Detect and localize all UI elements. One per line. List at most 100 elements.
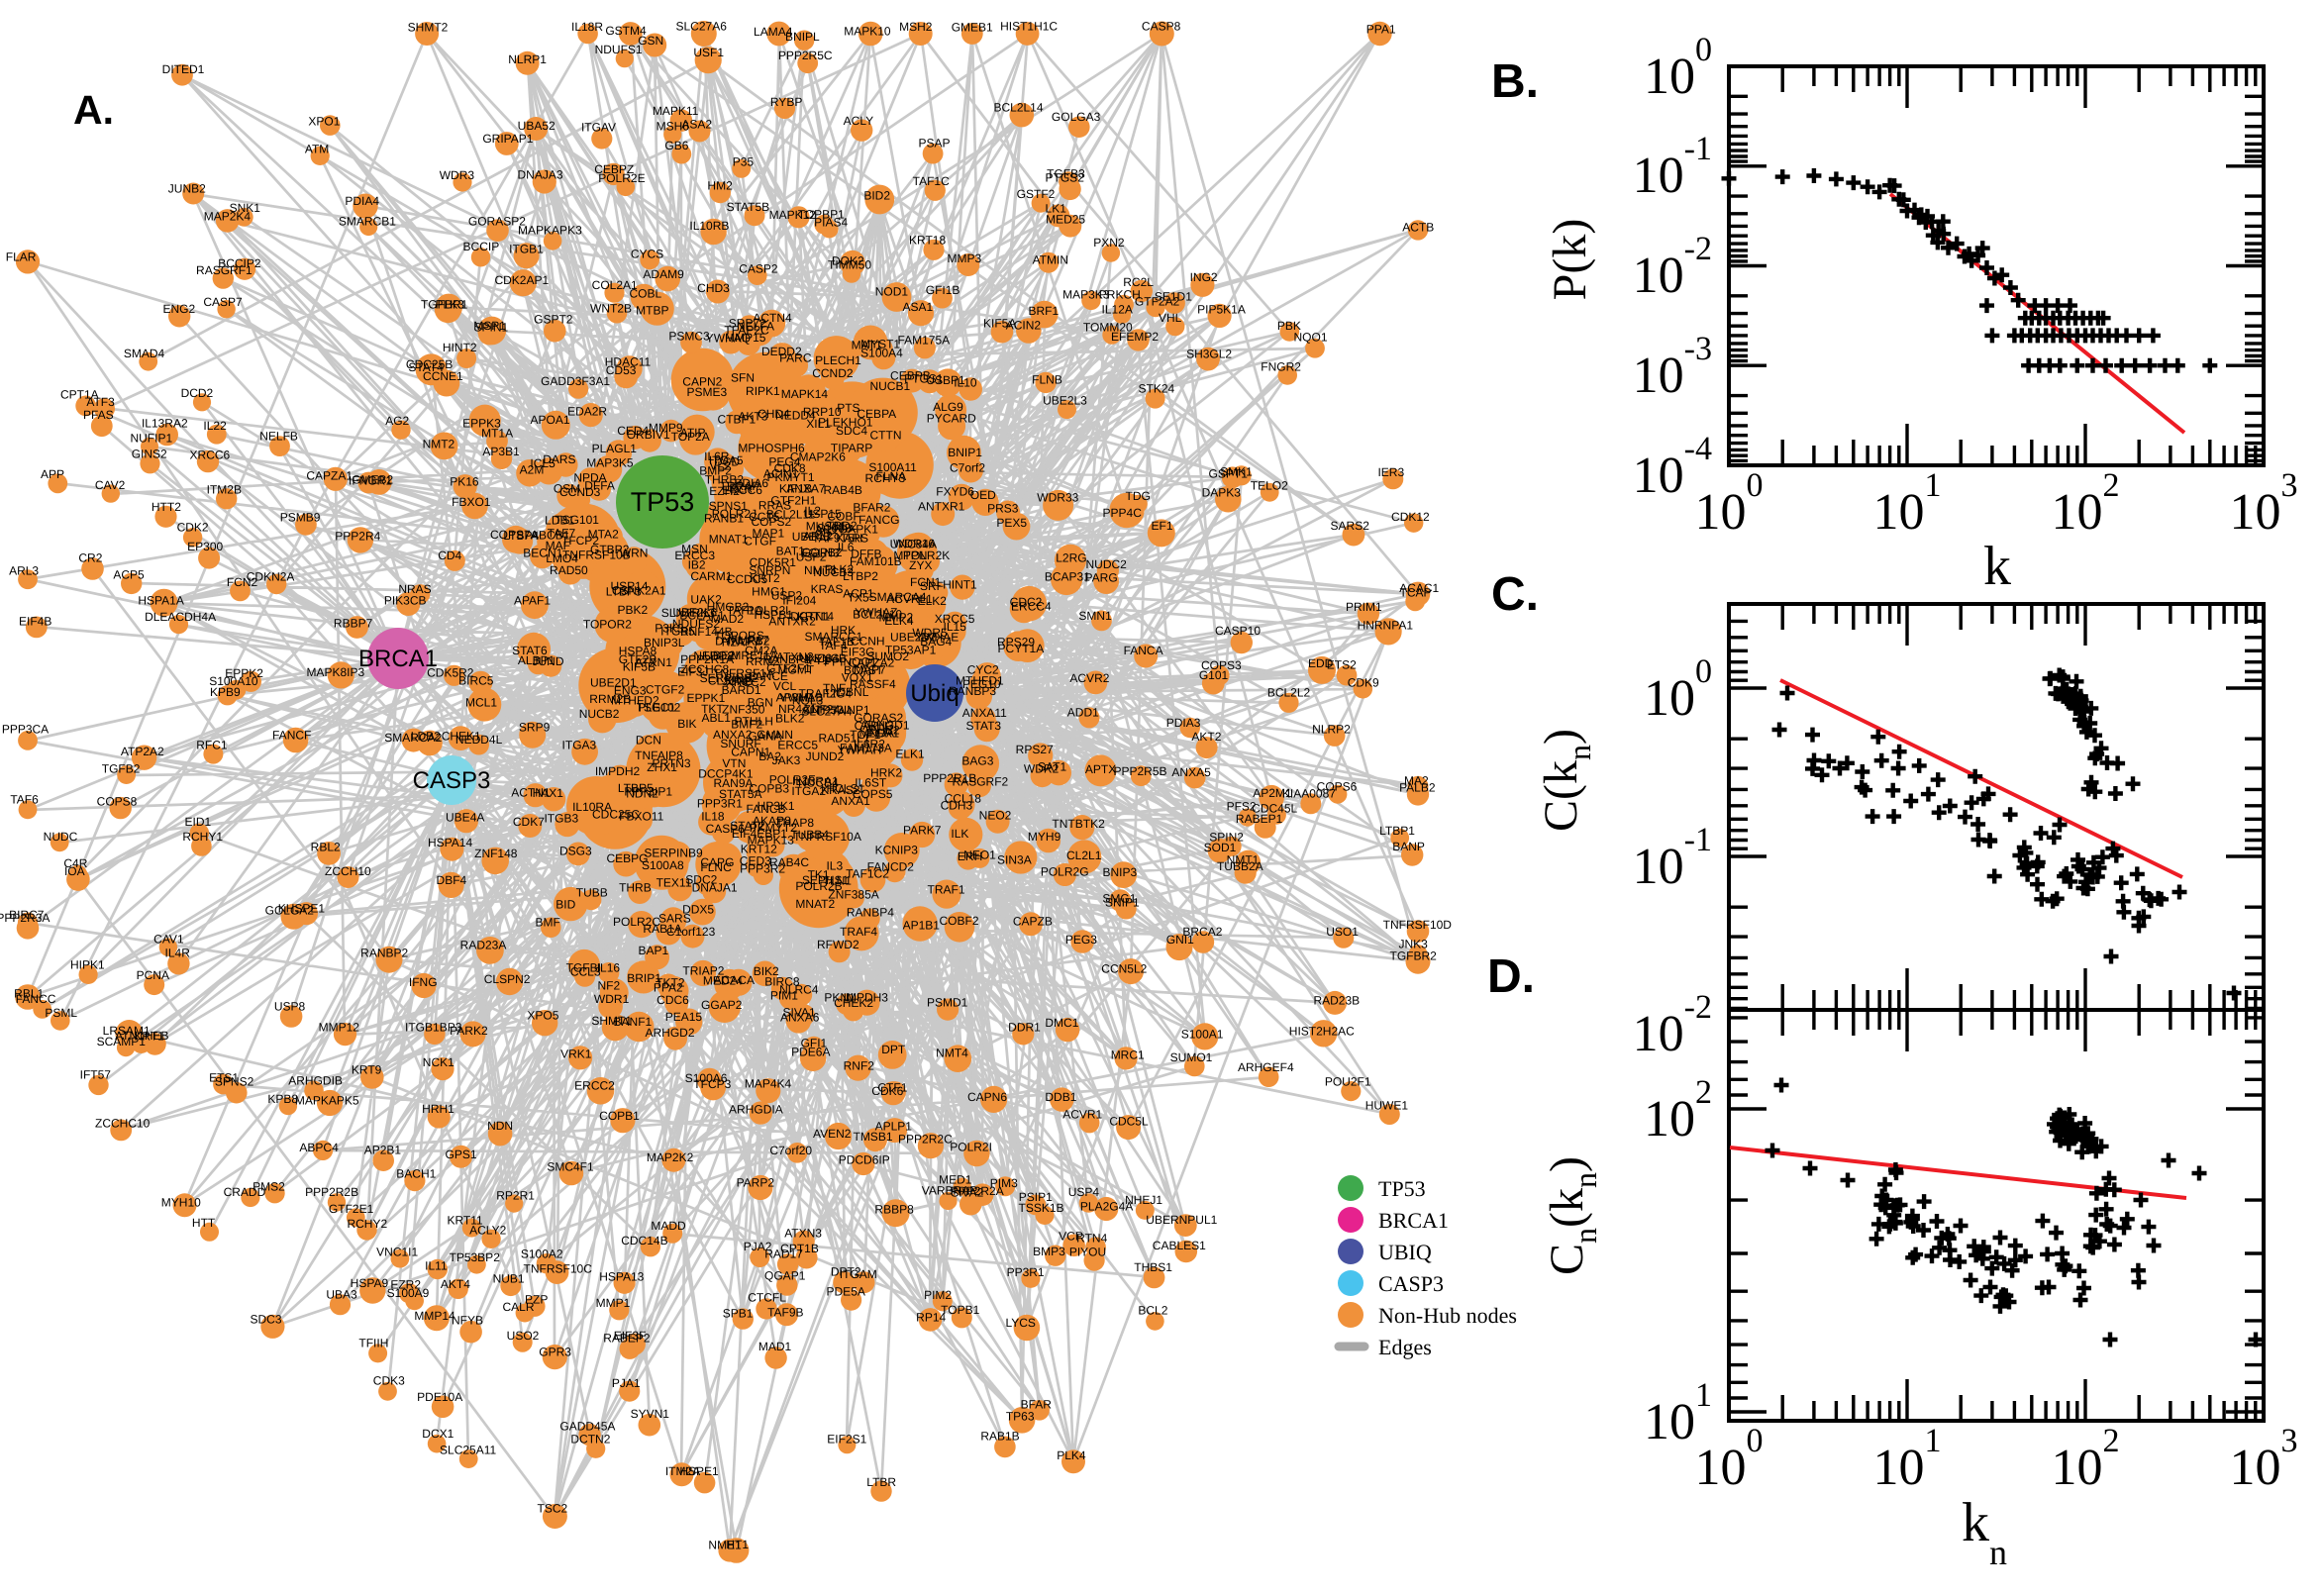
svg-text:ATF3: ATF3 [86,395,115,409]
svg-text:YWHAH: YWHAH [838,743,882,756]
svg-text:Non-Hub nodes: Non-Hub nodes [1378,1303,1517,1328]
svg-text:DDX5: DDX5 [682,902,714,916]
svg-text:NUCB3: NUCB3 [813,565,854,579]
svg-text:CASP6: CASP6 [706,822,746,836]
svg-text:PEG3: PEG3 [1065,933,1097,947]
svg-text:NHEJ1: NHEJ1 [1125,1193,1162,1207]
svg-text:MAP1: MAP1 [753,527,785,541]
svg-text:IL13RA2: IL13RA2 [142,417,188,431]
svg-text:ZCCH10: ZCCH10 [325,864,371,878]
svg-text:TSC2: TSC2 [538,1502,568,1516]
svg-text:PRKCH: PRKCH [1099,288,1141,302]
svg-text:ENG: ENG [814,651,840,665]
svg-text:SERPINB9: SERPINB9 [644,847,703,860]
svg-text:H2AFY: H2AFY [722,636,760,649]
svg-text:USP14: USP14 [610,579,648,593]
svg-text:CDC25C: CDC25C [592,807,640,821]
svg-text:GRIPAP1: GRIPAP1 [482,132,533,146]
svg-text:SMG1: SMG1 [1102,892,1136,906]
svg-text:NUB1: NUB1 [493,1272,525,1286]
svg-text:ZNF350: ZNF350 [722,703,765,717]
svg-text:RTN4: RTN4 [1076,1231,1107,1245]
svg-text:TP53BP2: TP53BP2 [450,1250,501,1264]
svg-text:RNF2: RNF2 [844,1058,875,1072]
svg-text:SIVA1: SIVA1 [783,1006,816,1020]
svg-text:C.: C. [1491,568,1539,621]
svg-text:MTA2: MTA2 [588,527,619,541]
svg-text:TFAP2C: TFAP2C [724,324,769,338]
svg-text:KARS: KARS [836,532,868,546]
svg-text:DNAJA3: DNAJA3 [517,168,562,182]
svg-text:RFC1: RFC1 [196,738,228,751]
svg-text:MSH6: MSH6 [656,119,690,133]
svg-text:LDB2: LDB2 [411,730,441,744]
svg-text:NDUFS2: NDUFS2 [672,617,720,631]
svg-text:PARG: PARG [1085,571,1118,585]
svg-text:AG2: AG2 [385,414,409,428]
svg-text:UBIQ: UBIQ [1378,1240,1432,1264]
svg-text:GFI1B: GFI1B [926,283,960,297]
svg-text:COPS7A: COPS7A [490,528,539,542]
svg-text:RASGRF1: RASGRF1 [196,263,252,277]
svg-text:SHMT2: SHMT2 [408,21,449,35]
svg-text:GSTM4: GSTM4 [605,24,647,38]
svg-text:UBE2D1: UBE2D1 [590,676,637,690]
svg-text:KIF5B: KIF5B [623,659,656,673]
svg-text:MED24: MED24 [703,973,743,987]
svg-text:BCL2L14: BCL2L14 [993,101,1043,115]
svg-text:BANF1: BANF1 [614,1015,653,1029]
svg-text:KPB8: KPB8 [267,1092,298,1106]
svg-text:ATM: ATM [305,142,329,155]
svg-text:GSPT1: GSPT1 [1209,467,1249,481]
svg-text:TSG102: TSG102 [637,701,681,715]
svg-text:PARP2: PARP2 [737,1176,775,1190]
svg-text:PPP2R2A: PPP2R2A [951,1184,1004,1198]
svg-text:ATMIN: ATMIN [1033,253,1068,267]
svg-text:IFNG: IFNG [409,975,438,989]
svg-text:VRK1: VRK1 [560,1047,592,1060]
svg-text:MAD2: MAD2 [711,612,745,626]
svg-text:STK24: STK24 [1139,381,1175,395]
svg-text:HRK: HRK [831,623,856,637]
svg-text:IL10: IL10 [954,376,977,390]
svg-text:PMS2: PMS2 [252,1179,285,1193]
svg-text:EGLN3: EGLN3 [800,546,840,559]
svg-text:RAB1A: RAB1A [643,922,681,936]
svg-text:ITGAV: ITGAV [581,121,616,135]
svg-text:DOK2: DOK2 [832,253,864,267]
svg-text:RRAS: RRAS [758,498,791,512]
svg-text:CDC6: CDC6 [656,993,689,1007]
svg-text:SERPINB2: SERPINB2 [700,671,759,685]
svg-text:EGR1: EGR1 [866,727,899,741]
svg-text:103: 103 [2230,467,2298,541]
svg-text:BACH1: BACH1 [396,1167,436,1181]
svg-text:UBA3: UBA3 [326,1287,357,1301]
svg-text:PPP2R5C: PPP2R5C [778,49,833,62]
svg-text:DCCP4K1: DCCP4K1 [698,766,754,780]
svg-text:BCLAF1: BCLAF1 [679,609,725,623]
svg-text:SDC3: SDC3 [250,1313,281,1327]
svg-text:CALR: CALR [502,1300,534,1314]
svg-text:PSML: PSML [45,1006,77,1020]
svg-text:KIF5A: KIF5A [983,317,1016,331]
svg-text:HMGB2: HMGB2 [707,600,750,614]
svg-text:BARD1: BARD1 [722,683,761,697]
svg-text:PKMYT1: PKMYT1 [766,470,814,484]
svg-text:S100A4: S100A4 [860,347,903,360]
svg-text:ERCC3: ERCC3 [674,549,715,562]
svg-text:NMT2: NMT2 [423,437,455,450]
svg-text:COPB3: COPB3 [749,781,789,795]
svg-text:ACVRL1: ACVRL1 [886,592,933,606]
svg-text:NUCB2: NUCB2 [579,707,620,721]
svg-text:USP4: USP4 [1068,1185,1100,1199]
svg-text:ITGAM: ITGAM [840,1267,877,1281]
svg-text:YY1: YY1 [807,653,830,667]
svg-text:POU2F1: POU2F1 [1325,1075,1371,1089]
svg-text:VCL: VCL [773,679,797,693]
svg-text:EID1: EID1 [185,815,212,829]
svg-text:MAPK10: MAPK10 [844,25,891,39]
svg-text:ZNF385A: ZNF385A [828,888,878,902]
svg-text:KIF1B: KIF1B [779,482,812,496]
svg-text:ADAM9: ADAM9 [643,267,684,281]
svg-text:USBP1: USBP1 [926,373,965,387]
